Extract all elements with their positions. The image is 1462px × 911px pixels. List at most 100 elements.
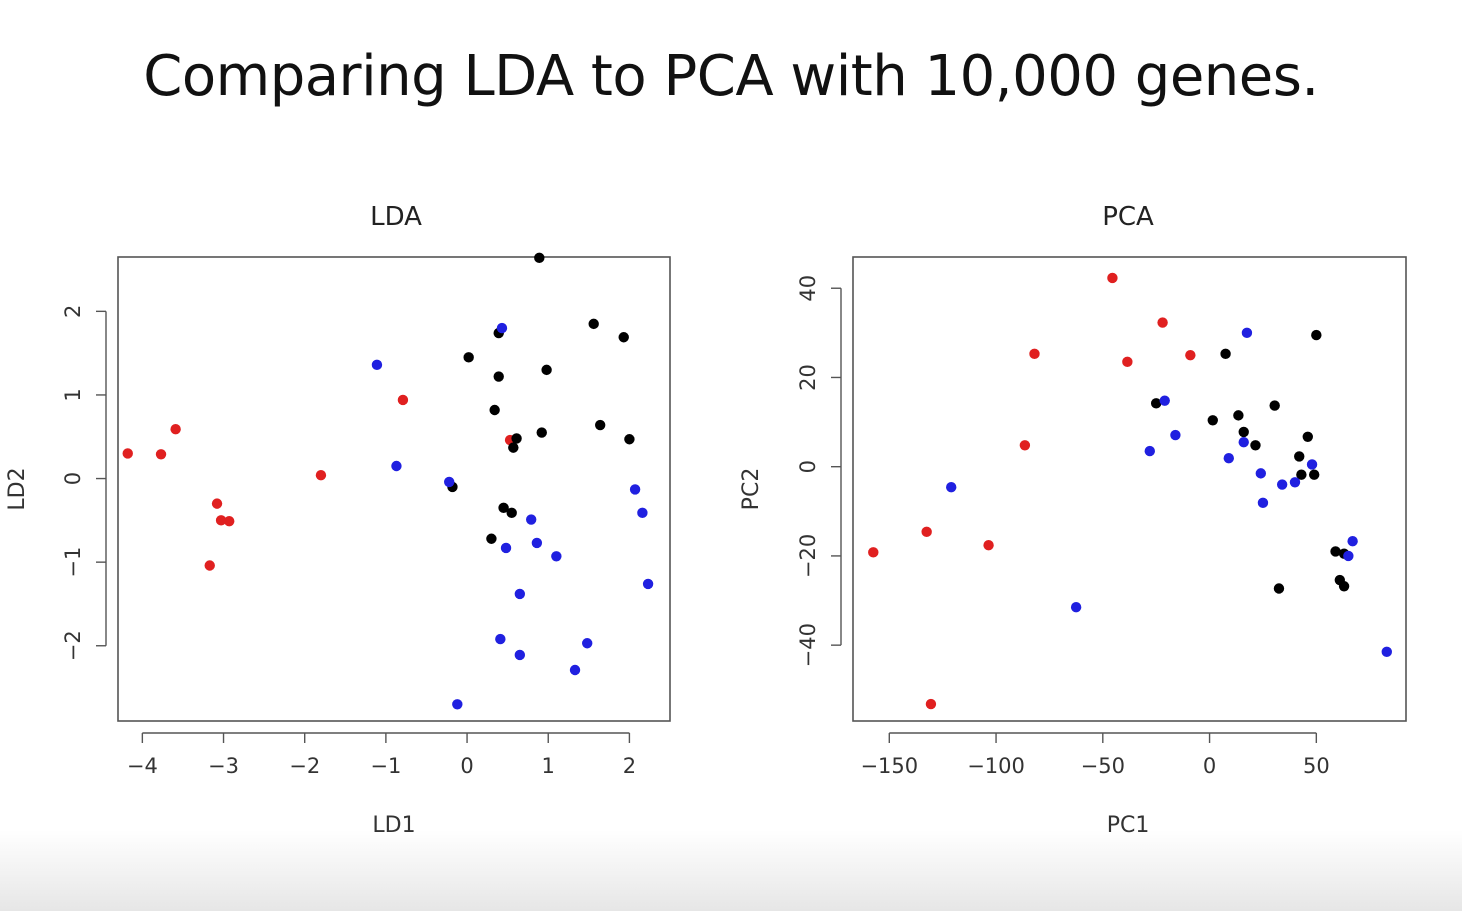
data-point bbox=[1269, 400, 1280, 411]
x-tick-label: 1 bbox=[542, 754, 555, 778]
axes-lda: −4 −3 −2 −1 0 1 2 −2 −1 0 1 2 bbox=[61, 305, 636, 778]
data-point bbox=[1019, 440, 1031, 451]
data-point bbox=[1233, 410, 1244, 421]
data-point bbox=[1306, 459, 1318, 470]
data-point bbox=[1029, 348, 1040, 360]
data-point bbox=[122, 448, 133, 459]
data-point bbox=[1330, 546, 1341, 557]
data-point bbox=[1311, 329, 1322, 341]
data-point bbox=[1159, 395, 1170, 406]
data-point bbox=[391, 460, 402, 472]
lda-chart: LDA −4 −3 −2 −1 0 1 2 −2 −1 0 1 2 LD1 LD2 bbox=[5, 202, 671, 838]
data-point bbox=[1302, 431, 1313, 442]
data-point bbox=[1223, 453, 1234, 464]
data-point bbox=[489, 404, 500, 416]
data-point bbox=[452, 699, 463, 710]
data-point bbox=[315, 470, 327, 481]
y-tick-label: 0 bbox=[61, 472, 85, 485]
x-tick-label: −100 bbox=[967, 754, 1025, 778]
data-point bbox=[1296, 469, 1307, 480]
chart-title-lda: LDA bbox=[370, 202, 422, 232]
pca-chart: PCA −150 −100 −50 0 50 −40 −20 0 20 40 PC1 PC2 bbox=[739, 202, 1407, 838]
y-tick-label: −20 bbox=[796, 534, 820, 578]
x-axis-label-pca: PC1 bbox=[1107, 813, 1150, 838]
y-tick-label: 2 bbox=[61, 305, 85, 318]
data-point bbox=[1276, 479, 1288, 490]
data-point bbox=[1241, 327, 1253, 339]
x-tick-label: −150 bbox=[860, 754, 918, 778]
data-point bbox=[224, 515, 235, 527]
chart-title-pca: PCA bbox=[1102, 202, 1154, 232]
y-axis-label-pca: PC2 bbox=[739, 468, 764, 511]
data-point bbox=[1070, 602, 1082, 613]
data-point bbox=[1122, 356, 1133, 368]
points-lda bbox=[122, 252, 654, 710]
data-point bbox=[1294, 451, 1305, 462]
data-point bbox=[536, 427, 547, 438]
data-point bbox=[531, 537, 543, 549]
slide-title: Comparing LDA to PCA with 10,000 genes. bbox=[143, 44, 1319, 109]
data-point bbox=[983, 540, 994, 551]
data-point bbox=[637, 507, 648, 519]
y-axis-label-lda: LD2 bbox=[5, 467, 30, 510]
data-point bbox=[1308, 469, 1320, 480]
y-tick-label: 40 bbox=[796, 275, 820, 302]
data-point bbox=[371, 359, 383, 371]
data-point bbox=[1220, 348, 1231, 360]
y-tick-label: −1 bbox=[61, 547, 85, 578]
data-point bbox=[508, 442, 519, 453]
data-point bbox=[170, 424, 181, 435]
data-point bbox=[624, 434, 635, 445]
data-point bbox=[534, 252, 545, 264]
data-point bbox=[642, 578, 654, 590]
data-point bbox=[486, 533, 497, 544]
data-point bbox=[444, 476, 455, 488]
x-tick-label: 0 bbox=[1203, 754, 1216, 778]
points-pca bbox=[868, 272, 1392, 710]
data-point bbox=[204, 560, 215, 571]
x-tick-label: −4 bbox=[127, 754, 158, 778]
x-tick-label: −1 bbox=[370, 754, 401, 778]
data-point bbox=[921, 526, 932, 538]
y-tick-label: 0 bbox=[796, 460, 820, 473]
data-point bbox=[1107, 272, 1118, 284]
data-point bbox=[629, 484, 641, 495]
data-point bbox=[463, 352, 474, 363]
data-point bbox=[541, 364, 552, 376]
data-point bbox=[1150, 398, 1162, 409]
data-point bbox=[569, 664, 581, 676]
data-point bbox=[496, 322, 508, 334]
data-point bbox=[582, 638, 593, 649]
data-point bbox=[1255, 468, 1267, 479]
data-point bbox=[500, 542, 512, 554]
data-point bbox=[1157, 317, 1168, 328]
data-point bbox=[1250, 440, 1261, 451]
y-tick-label: −2 bbox=[61, 630, 85, 661]
x-tick-label: −50 bbox=[1081, 754, 1125, 778]
data-point bbox=[495, 633, 506, 645]
x-tick-label: −3 bbox=[208, 754, 239, 778]
plot-frame-lda bbox=[117, 256, 671, 722]
data-point bbox=[1273, 583, 1285, 594]
data-point bbox=[525, 514, 537, 525]
y-tick-label: 20 bbox=[796, 364, 820, 391]
data-point bbox=[946, 482, 957, 493]
data-point bbox=[868, 547, 879, 558]
data-point bbox=[155, 449, 167, 460]
data-point bbox=[493, 371, 504, 382]
x-axis-label-lda: LD1 bbox=[372, 813, 415, 838]
data-point bbox=[215, 515, 227, 526]
data-point bbox=[506, 507, 517, 519]
data-point bbox=[1257, 497, 1269, 509]
data-point bbox=[1338, 581, 1350, 592]
y-tick-label: 1 bbox=[61, 388, 85, 401]
x-tick-label: 0 bbox=[460, 754, 473, 778]
data-point bbox=[1238, 436, 1249, 448]
data-point bbox=[514, 649, 526, 661]
y-tick-label: −40 bbox=[796, 623, 820, 667]
axes-pca: −150 −100 −50 0 50 −40 −20 0 20 40 bbox=[796, 275, 1330, 778]
data-point bbox=[1170, 429, 1181, 441]
data-point bbox=[1381, 646, 1392, 658]
data-point bbox=[514, 588, 526, 600]
